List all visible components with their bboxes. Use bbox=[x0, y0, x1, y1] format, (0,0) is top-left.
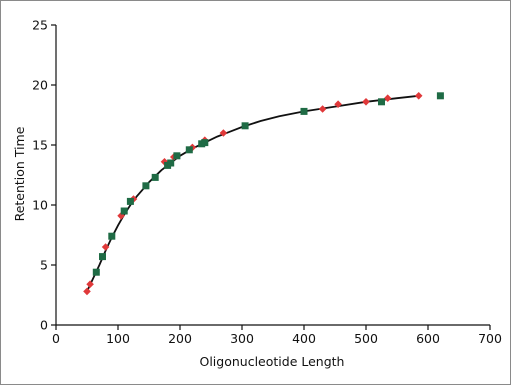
diamond-point bbox=[383, 94, 392, 102]
fit-curve-line bbox=[86, 94, 419, 292]
square-point bbox=[378, 98, 385, 106]
diamond-point bbox=[219, 129, 228, 137]
y-tick-label: 25 bbox=[32, 18, 48, 33]
x-tick-label: 300 bbox=[230, 331, 254, 346]
data-points-layer bbox=[83, 92, 444, 296]
x-tick-label: 500 bbox=[354, 331, 378, 346]
y-tick-label: 10 bbox=[32, 198, 48, 213]
diamond-point bbox=[117, 212, 125, 220]
square-point bbox=[99, 253, 106, 261]
y-tick-label: 15 bbox=[32, 138, 48, 153]
diamond-point bbox=[101, 243, 110, 251]
diamond-point bbox=[414, 92, 423, 100]
diamond-point bbox=[86, 280, 94, 288]
fit-curve-layer bbox=[86, 94, 419, 292]
square-point bbox=[126, 197, 134, 205]
square-point bbox=[436, 92, 444, 100]
square-point bbox=[300, 107, 308, 115]
diamond-point bbox=[83, 287, 91, 296]
diamond-point bbox=[334, 100, 342, 108]
x-tick-label: 100 bbox=[106, 331, 130, 346]
square-point bbox=[241, 122, 249, 130]
y-tick-label: 5 bbox=[40, 258, 48, 273]
square-point bbox=[92, 268, 100, 276]
square-point bbox=[120, 207, 128, 215]
square-point bbox=[173, 152, 181, 160]
diamond-point bbox=[318, 105, 327, 113]
x-tick-label: 700 bbox=[478, 331, 502, 346]
x-axis-title: Oligonucleotide Length bbox=[200, 354, 345, 369]
y-tick-label: 20 bbox=[32, 78, 48, 93]
y-axis-title: Retention Time bbox=[12, 126, 27, 221]
square-point bbox=[108, 232, 116, 240]
x-tick-label: 200 bbox=[168, 331, 192, 346]
diamond-point bbox=[362, 98, 370, 106]
axes: 0 100 200 300 400 500 600 700 0 5 10 15 20 25 bbox=[32, 18, 502, 347]
square-point bbox=[167, 159, 175, 167]
x-tick-label: 600 bbox=[416, 331, 440, 346]
square-point bbox=[185, 146, 193, 154]
square-point bbox=[201, 139, 209, 147]
square-point bbox=[151, 173, 159, 181]
x-tick-label: 400 bbox=[292, 331, 316, 346]
x-tick-label: 0 bbox=[52, 331, 60, 346]
y-tick-label: 0 bbox=[40, 318, 48, 333]
square-point bbox=[142, 182, 150, 190]
